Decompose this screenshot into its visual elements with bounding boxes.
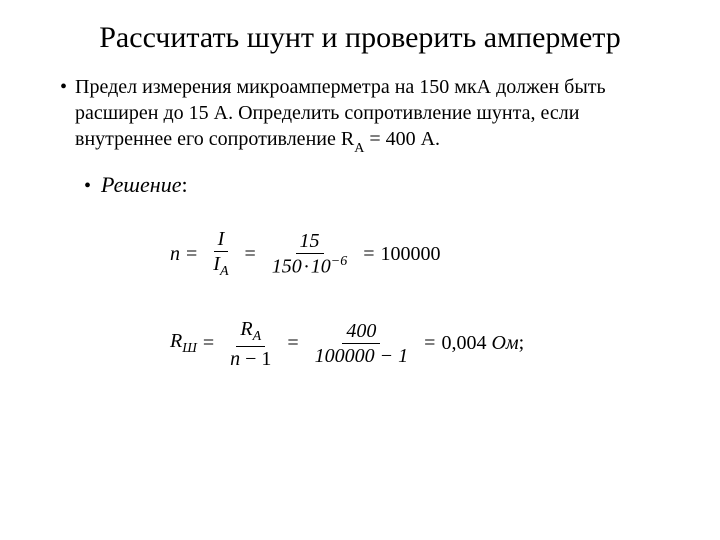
page-title: Рассчитать шунт и проверить амперметр xyxy=(50,20,670,56)
f1-frac2-num: 15 xyxy=(296,229,324,254)
f2-result: 0,004 Ом; xyxy=(441,332,524,355)
bullet-icon: • xyxy=(60,74,67,100)
bullet-icon: • xyxy=(84,173,91,199)
f2-frac1-den: n − 1 xyxy=(226,347,275,371)
f1-frac2: 15 150·10−6 xyxy=(268,229,351,279)
formula-1: n = I IА = 15 150·10−6 = 100000 xyxy=(170,227,670,281)
f2-frac1-num: RА xyxy=(236,317,265,347)
problem-subscript: А xyxy=(354,141,364,156)
f1-lhs: n xyxy=(170,243,180,266)
f2-frac2-num: 400 xyxy=(342,319,380,344)
problem-text-1: Предел измерения микроамперметра на 150 … xyxy=(75,76,606,150)
solution-heading: • Решение: xyxy=(84,172,670,199)
f2-frac2-den: 100000 − 1 xyxy=(311,344,413,368)
f1-frac1: I IА xyxy=(209,227,232,281)
solution-colon: : xyxy=(181,172,187,197)
f1-frac2-den: 150·10−6 xyxy=(268,254,351,279)
f1-frac1-den: IА xyxy=(209,252,232,281)
f1-result: 100000 xyxy=(381,243,441,266)
problem-statement: • Предел измерения микроамперметра на 15… xyxy=(60,74,670,156)
f2-lhs: RШ xyxy=(170,330,197,357)
problem-text: Предел измерения микроамперметра на 150 … xyxy=(75,74,670,156)
formula-2: RШ = RА n − 1 = 400 100000 − 1 = 0,004 О… xyxy=(170,317,670,371)
f2-frac1: RА n − 1 xyxy=(226,317,275,371)
solution-label-text: Решение xyxy=(101,172,181,197)
problem-text-2: = 400 А. xyxy=(364,128,440,150)
f2-frac2: 400 100000 − 1 xyxy=(311,319,413,368)
formulas-block: n = I IА = 15 150·10−6 = 100000 RШ = RА xyxy=(170,227,670,371)
f1-frac1-num: I xyxy=(214,227,229,252)
